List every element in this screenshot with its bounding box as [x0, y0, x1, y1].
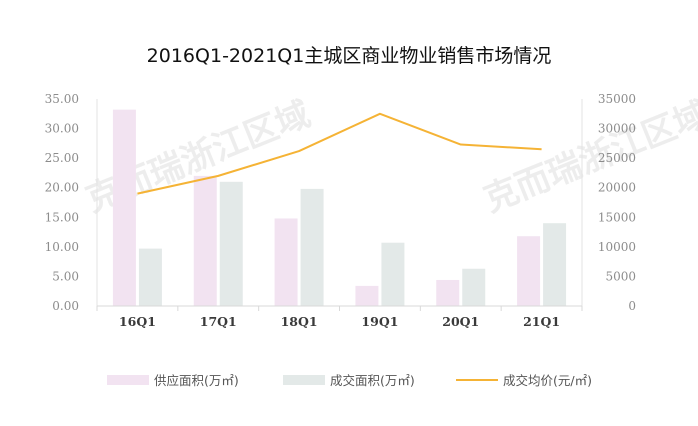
x-tick-label: 18Q1: [281, 314, 318, 329]
legend: 供应面积(万㎡) 成交面积(万㎡) 成交均价(元/㎡): [107, 373, 592, 388]
y-left-tick-label: 20.00: [45, 181, 79, 195]
avg-price-line: [137, 112, 542, 195]
supply-area-bar: [436, 279, 460, 306]
legend-swatch-supply: [107, 375, 149, 385]
supply-area-bar: [517, 236, 541, 306]
transaction-area-bar: [300, 188, 324, 306]
y-right-tick-label: 10000: [598, 240, 636, 254]
transaction-area-bar: [219, 181, 243, 306]
y-left-tick-label: 25.00: [45, 151, 79, 165]
y-left-tick-label: 10.00: [45, 240, 79, 254]
y-right-tick-label: 15000: [598, 210, 636, 224]
x-tick-label: 21Q1: [523, 314, 560, 329]
x-axis: 16Q1 17Q1 18Q1 19Q1 20Q1 21Q1: [96, 306, 583, 329]
x-tick-label: 17Q1: [200, 314, 237, 329]
y-left-tick-label: 30.00: [45, 122, 79, 136]
y-right-tick-label: 25000: [598, 151, 636, 165]
supply-area-bar: [355, 285, 379, 306]
y-left-tick-label: 35.00: [45, 92, 79, 106]
y-right-tick-label: 5000: [605, 269, 636, 283]
supply-area-bar: [193, 175, 217, 306]
transaction-area-bar: [381, 242, 405, 306]
y-left-tick-label: 0.00: [52, 299, 79, 313]
y-right-tick-label: 0: [628, 299, 636, 313]
y-axis-right: 0 5000 10000 15000 20000 25000 30000 35000: [581, 92, 636, 313]
y-axis-left: 0.00 5.00 10.00 15.00 20.00 25.00 30.00 35.00: [45, 92, 98, 313]
x-tick-label: 20Q1: [442, 314, 479, 329]
watermark-right: 克而瑞浙江区域: [478, 94, 698, 220]
legend-label: 供应面积(万㎡): [154, 373, 239, 388]
x-tick-label: 16Q1: [119, 314, 156, 329]
y-right-tick-label: 20000: [598, 181, 636, 195]
y-right-tick-label: 35000: [598, 92, 636, 106]
y-left-tick-label: 5.00: [52, 269, 79, 283]
supply-area-bar: [274, 218, 298, 306]
legend-swatch-transaction: [283, 375, 325, 385]
bars: [112, 109, 567, 306]
transaction-area-bar: [138, 248, 162, 306]
supply-area-bar: [112, 109, 136, 306]
legend-label: 成交均价(元/㎡): [503, 373, 592, 388]
transaction-area-bar: [462, 268, 486, 306]
y-left-tick-label: 15.00: [45, 210, 79, 224]
legend-label: 成交面积(万㎡): [330, 373, 415, 388]
chart-title: 2016Q1-2021Q1主城区商业物业销售市场情况: [147, 45, 552, 67]
price-line: [137, 112, 542, 195]
x-tick-label: 19Q1: [361, 314, 398, 329]
transaction-area-bar: [543, 223, 567, 306]
y-right-tick-label: 30000: [598, 122, 636, 136]
